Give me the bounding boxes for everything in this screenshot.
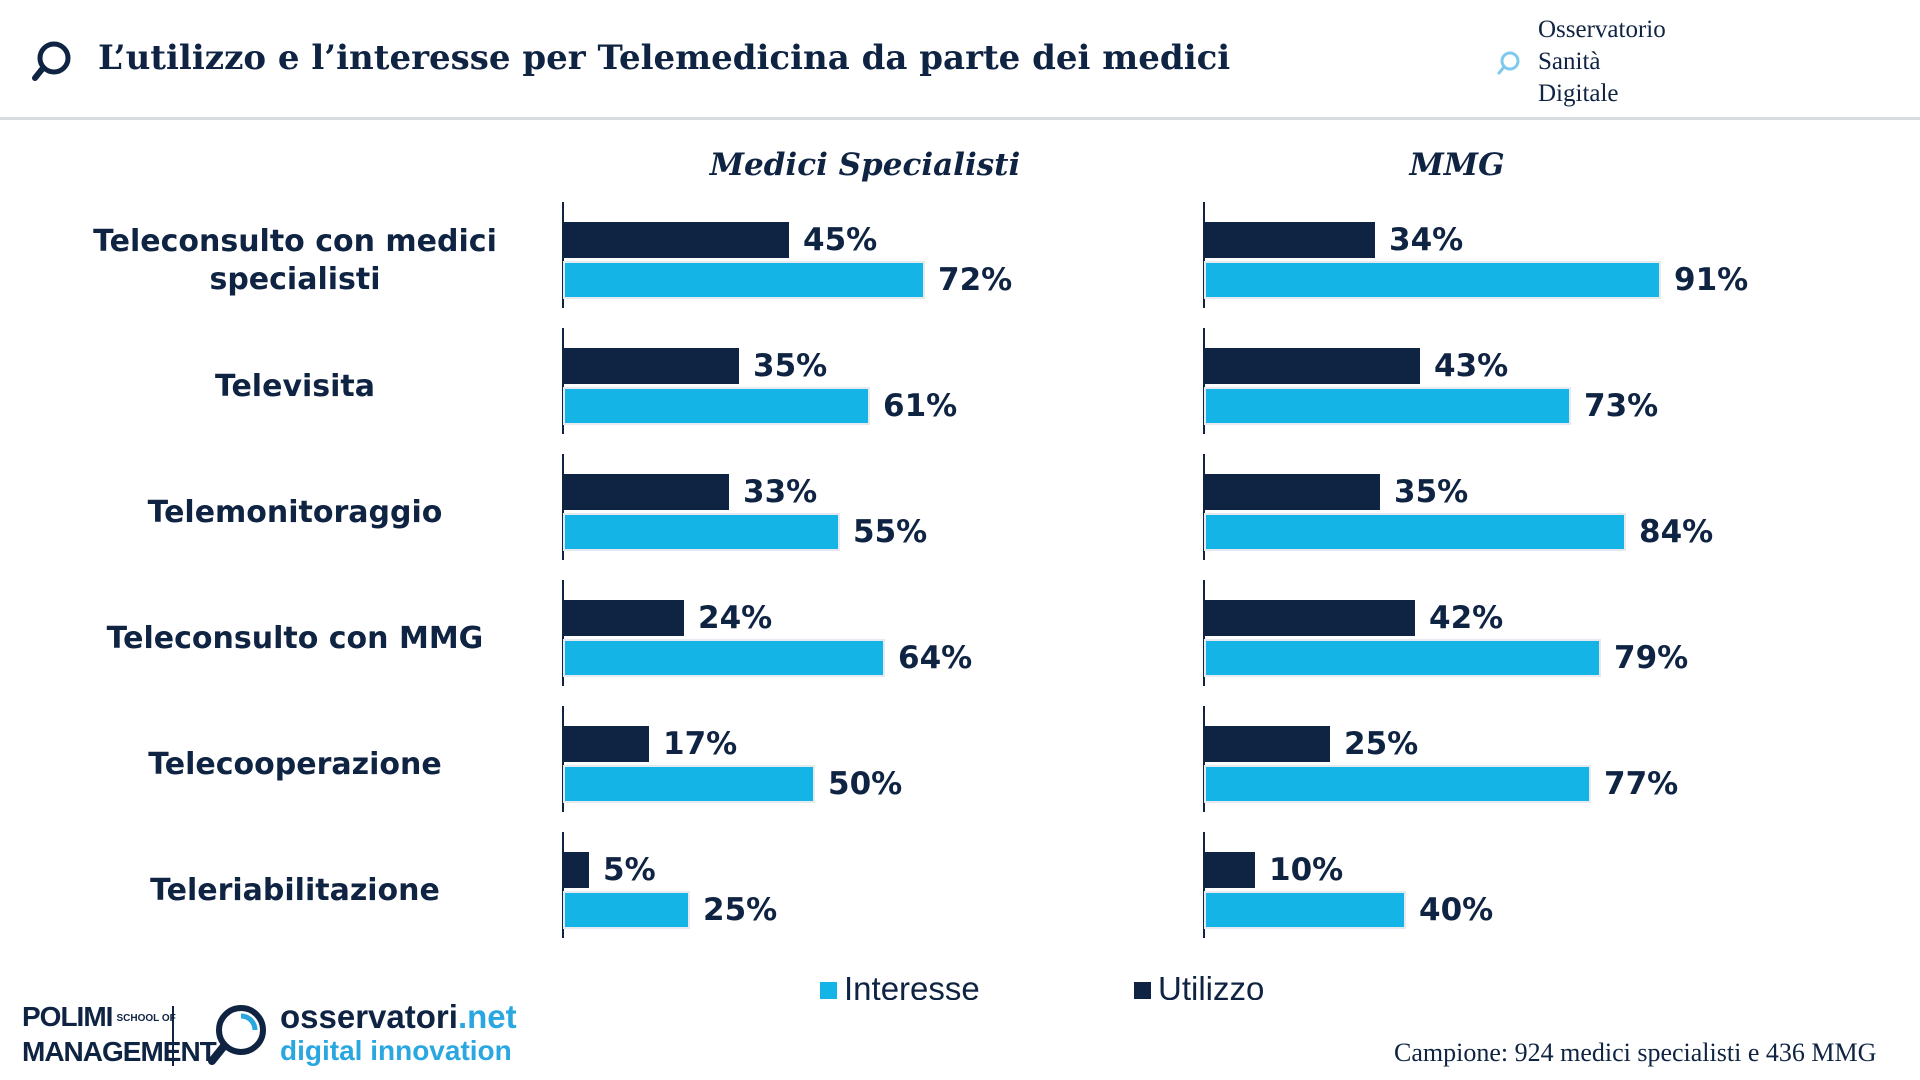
- data-label-utilizzo: 17%: [663, 726, 737, 762]
- bar-interesse: [563, 639, 885, 677]
- data-label-utilizzo: 33%: [743, 474, 817, 510]
- legend-label: Utilizzo: [1158, 970, 1264, 1000]
- data-label-interesse: 25%: [703, 892, 777, 928]
- data-label-utilizzo: 5%: [603, 852, 656, 888]
- osservatori-tagline: digital innovation: [280, 1035, 512, 1066]
- polimi-logo: POLIMI SCHOOL OF MANAGEMENT: [22, 1000, 217, 1068]
- header: L’utilizzo e l’interesse per Telemedicin…: [0, 0, 1920, 118]
- panel-title: MMG: [1408, 147, 1504, 183]
- bar-chart: Teleconsulto con medici specialisti Televi…: [93, 147, 1748, 1000]
- bar-utilizzo: [564, 348, 739, 384]
- bar-utilizzo: [1205, 348, 1420, 384]
- data-label-utilizzo: 35%: [1394, 474, 1468, 510]
- data-label-utilizzo: 10%: [1269, 852, 1343, 888]
- polimi-logo-small: SCHOOL OF: [116, 1013, 176, 1025]
- legend-swatch: [1134, 982, 1151, 999]
- data-label-interesse: 50%: [828, 766, 902, 802]
- category-label-line: Telemonitoraggio: [148, 495, 443, 530]
- bar-interesse: [563, 387, 870, 425]
- bar-interesse: [1204, 765, 1591, 803]
- bar-utilizzo: [564, 600, 684, 636]
- bar-interesse: [563, 891, 690, 929]
- category-label-line: Telecooperazione: [148, 747, 441, 782]
- data-label-utilizzo: 24%: [698, 600, 772, 636]
- category-label-line: specialisti: [209, 262, 380, 297]
- data-label-interesse: 72%: [938, 262, 1012, 298]
- category-label: Teleriabilitazione: [150, 873, 440, 908]
- data-label-utilizzo: 42%: [1429, 600, 1503, 636]
- bar-utilizzo: [1205, 600, 1415, 636]
- legend-swatch: [820, 982, 837, 999]
- data-label-interesse: 61%: [883, 388, 957, 424]
- data-label-interesse: 40%: [1419, 892, 1493, 928]
- osservatori-tld: .net: [457, 998, 517, 1035]
- data-label-interesse: 84%: [1639, 514, 1713, 550]
- bar-utilizzo: [564, 726, 649, 762]
- data-label-interesse: 91%: [1674, 262, 1748, 298]
- category-label: Teleconsulto con medici specialisti: [93, 224, 497, 297]
- data-label-utilizzo: 34%: [1389, 222, 1463, 258]
- category-label-line: Teleconsulto con MMG: [107, 621, 484, 656]
- polimi-logo-text: POLIMI: [22, 1001, 113, 1032]
- bar-interesse: [1204, 513, 1626, 551]
- brand-line: Sanità: [1538, 48, 1601, 75]
- bar-interesse: [563, 513, 840, 551]
- bar-utilizzo: [1205, 222, 1375, 258]
- bar-utilizzo: [564, 474, 729, 510]
- brand-line: Osservatorio: [1538, 16, 1666, 43]
- category-label: Televisita: [215, 369, 375, 404]
- bar-utilizzo: [564, 222, 789, 258]
- category-label-line: Televisita: [215, 369, 375, 404]
- bar-interesse: [1204, 891, 1406, 929]
- brand-line: Digitale: [1538, 80, 1619, 107]
- bar-interesse: [1204, 639, 1601, 677]
- data-label-interesse: 73%: [1584, 388, 1658, 424]
- category-label: Telecooperazione: [148, 747, 441, 782]
- header-divider: [0, 117, 1920, 120]
- bar-interesse: [563, 261, 925, 299]
- magnifier-logo-icon: [1497, 51, 1520, 75]
- bar-interesse: [1204, 261, 1661, 299]
- bar-interesse: [1204, 387, 1571, 425]
- osservatori-name: osservatori: [280, 998, 458, 1035]
- sample-note: Campione: 924 medici specialisti e 436 M…: [1394, 1038, 1877, 1067]
- panel-title: Medici Specialisti: [709, 147, 1021, 183]
- data-label-interesse: 79%: [1614, 640, 1688, 676]
- bar-utilizzo: [1205, 726, 1330, 762]
- data-label-utilizzo: 35%: [753, 348, 827, 384]
- data-label-interesse: 64%: [898, 640, 972, 676]
- bar-utilizzo: [1205, 852, 1255, 888]
- category-label: Telemonitoraggio: [148, 495, 443, 530]
- osservatori-logo: osservatori.net digital innovation: [280, 1000, 517, 1068]
- magnifier-logo-icon: [32, 41, 71, 81]
- bar-interesse: [563, 765, 815, 803]
- data-label-utilizzo: 43%: [1434, 348, 1508, 384]
- page-title: L’utilizzo e l’interesse per Telemedicin…: [98, 38, 1231, 78]
- polimi-logo-text: MANAGEMENT: [22, 1036, 217, 1068]
- data-label-interesse: 55%: [853, 514, 927, 550]
- brand-name: Osservatorio Sanità Digitale: [1538, 14, 1666, 110]
- category-label-line: Teleriabilitazione: [150, 873, 440, 908]
- category-label: Teleconsulto con MMG: [107, 621, 484, 656]
- category-label-line: Teleconsulto con medici: [93, 224, 497, 259]
- bar-utilizzo: [1205, 474, 1380, 510]
- legend-label: Interesse: [844, 970, 980, 1000]
- data-label-utilizzo: 25%: [1344, 726, 1418, 762]
- logo-separator: [172, 1006, 174, 1066]
- bar-utilizzo: [564, 852, 589, 888]
- data-label-interesse: 77%: [1604, 766, 1678, 802]
- magnifier-logo-icon: [208, 1005, 266, 1065]
- data-label-utilizzo: 45%: [803, 222, 877, 258]
